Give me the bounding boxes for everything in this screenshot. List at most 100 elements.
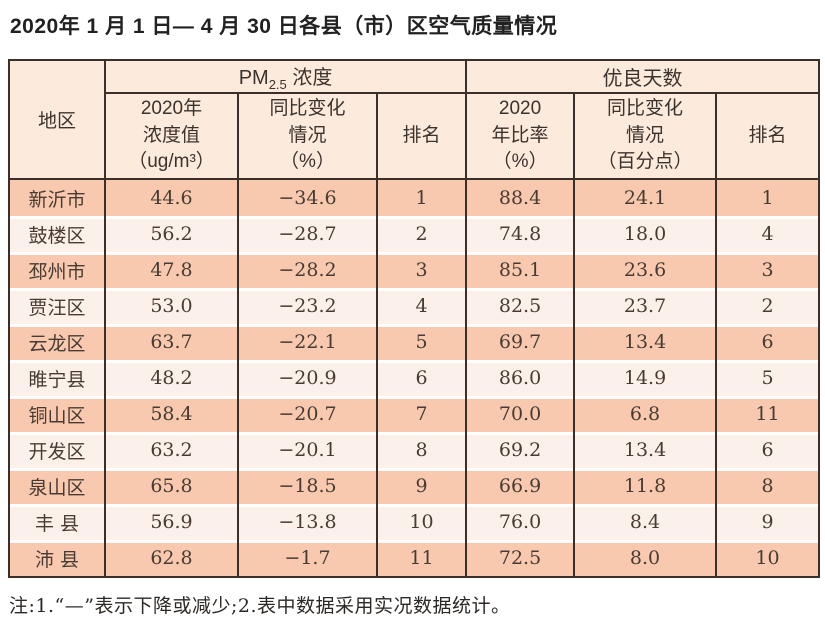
cell-good-ratio: 66.9 — [465, 468, 576, 504]
sub-header-row: 2020年 浓度值 （ug/m³） 同比变化 情况 （%） 排名 2020 年比… — [9, 92, 821, 180]
cell-pm25-change: −20.9 — [237, 360, 378, 396]
table-row: 开发区 63.2 −20.1 8 69.2 13.4 6 — [8, 432, 821, 468]
cell-pm25-rank: 3 — [375, 252, 468, 288]
cell-region: 邳州市 — [8, 252, 106, 288]
cell-region: 贾汪区 — [8, 288, 106, 324]
cell-pm25-rank: 7 — [375, 396, 468, 432]
col-group-good-days: 优良天数 — [465, 59, 821, 94]
pm25-label-suffix: 浓度 — [286, 67, 333, 89]
cell-pm25-value: 47.8 — [104, 252, 239, 288]
cell-good-ratio: 86.0 — [465, 360, 576, 396]
table-row: 新沂市 44.6 −34.6 1 88.4 24.1 1 — [8, 179, 821, 216]
pm25-label-subscript: 2.5 — [268, 77, 287, 92]
cell-region: 新沂市 — [8, 179, 106, 216]
cell-pm25-change: −28.2 — [237, 252, 378, 288]
cell-good-rank: 1 — [715, 179, 821, 216]
cell-region: 丰 县 — [8, 504, 106, 540]
cell-pm25-change: −13.8 — [237, 504, 378, 540]
cell-pm25-change: −23.2 — [237, 288, 378, 324]
cell-good-change: 18.0 — [573, 216, 718, 252]
cell-pm25-value: 58.4 — [104, 396, 239, 432]
table-row: 睢宁县 48.2 −20.9 6 86.0 14.9 5 — [8, 360, 821, 396]
footnote: 注:1.“—”表示下降或减少;2.表中数据采用实况数据统计。 — [9, 595, 511, 617]
cell-pm25-change: −1.7 — [237, 540, 378, 577]
col-header-good-ratio: 2020 年比率 （%） — [465, 92, 576, 180]
cell-pm25-rank: 10 — [375, 504, 468, 540]
air-quality-table: 地区 PM2.5 浓度 优良天数 2020年 浓度值 （ug/m³） 同比变化 … — [8, 59, 821, 578]
cell-pm25-rank: 6 — [375, 360, 468, 396]
col-header-pm25-rank: 排名 — [375, 92, 468, 180]
cell-good-rank: 9 — [715, 504, 821, 540]
cell-good-change: 24.1 — [573, 179, 718, 216]
cell-good-rank: 11 — [715, 396, 821, 432]
col-header-pm25-change: 同比变化 情况 （%） — [237, 92, 378, 180]
col-header-region: 地区 — [8, 59, 106, 180]
cell-good-rank: 3 — [715, 252, 821, 288]
cell-good-rank: 10 — [715, 540, 821, 577]
cell-good-rank: 2 — [715, 288, 821, 324]
cell-good-rank: 5 — [715, 360, 821, 396]
cell-good-change: 23.7 — [573, 288, 718, 324]
table-row: 沛 县 62.8 −1.7 11 72.5 8.0 10 — [8, 540, 821, 577]
cell-region: 开发区 — [8, 432, 106, 468]
cell-good-ratio: 70.0 — [465, 396, 576, 432]
cell-pm25-value: 62.8 — [104, 540, 239, 577]
table-header: 地区 PM2.5 浓度 优良天数 2020年 浓度值 （ug/m³） 同比变化 … — [8, 59, 821, 180]
cell-pm25-rank: 1 — [375, 179, 468, 216]
table-row: 贾汪区 53.0 −23.2 4 82.5 23.7 2 — [8, 288, 821, 324]
cell-pm25-rank: 4 — [375, 288, 468, 324]
cell-good-change: 11.8 — [573, 468, 718, 504]
col-group-pm25: PM2.5 浓度 — [103, 59, 468, 94]
cell-good-change: 8.4 — [573, 504, 718, 540]
table-row: 云龙区 63.7 −22.1 5 69.7 13.4 6 — [8, 324, 821, 360]
cell-good-ratio: 85.1 — [465, 252, 576, 288]
cell-pm25-value: 44.6 — [104, 179, 239, 216]
cell-region: 泉山区 — [8, 468, 106, 504]
cell-pm25-rank: 5 — [375, 324, 468, 360]
col-header-good-change: 同比变化 情况 （百分点） — [573, 92, 718, 180]
cell-pm25-rank: 2 — [375, 216, 468, 252]
cell-good-ratio: 69.2 — [465, 432, 576, 468]
cell-pm25-rank: 8 — [375, 432, 468, 468]
cell-good-change: 6.8 — [573, 396, 718, 432]
table-row: 鼓楼区 56.2 −28.7 2 74.8 18.0 4 — [8, 216, 821, 252]
cell-pm25-change: −18.5 — [237, 468, 378, 504]
cell-good-change: 23.6 — [573, 252, 718, 288]
cell-good-ratio: 88.4 — [465, 179, 576, 216]
group-header-row: 地区 PM2.5 浓度 优良天数 — [8, 59, 821, 180]
cell-pm25-value: 63.2 — [104, 432, 239, 468]
col-header-good-rank: 排名 — [715, 92, 821, 180]
cell-good-rank: 4 — [715, 216, 821, 252]
cell-good-rank: 6 — [715, 432, 821, 468]
cell-pm25-value: 48.2 — [104, 360, 239, 396]
cell-good-change: 13.4 — [573, 432, 718, 468]
cell-pm25-value: 53.0 — [104, 288, 239, 324]
cell-good-ratio: 74.8 — [465, 216, 576, 252]
cell-region: 云龙区 — [8, 324, 106, 360]
table-row: 邳州市 47.8 −28.2 3 85.1 23.6 3 — [8, 252, 821, 288]
cell-pm25-change: −20.1 — [237, 432, 378, 468]
cell-pm25-value: 56.9 — [104, 504, 239, 540]
col-header-pm25-value: 2020年 浓度值 （ug/m³） — [104, 92, 239, 180]
cell-region: 睢宁县 — [8, 360, 106, 396]
cell-region: 沛 县 — [8, 540, 106, 577]
table-row: 丰 县 56.9 −13.8 10 76.0 8.4 9 — [8, 504, 821, 540]
cell-pm25-change: −22.1 — [237, 324, 378, 360]
cell-pm25-value: 63.7 — [104, 324, 239, 360]
table-row: 泉山区 65.8 −18.5 9 66.9 11.8 8 — [8, 468, 821, 504]
cell-region: 鼓楼区 — [8, 216, 106, 252]
cell-good-ratio: 76.0 — [465, 504, 576, 540]
cell-good-ratio: 72.5 — [465, 540, 576, 577]
cell-good-change: 8.0 — [573, 540, 718, 577]
page-title: 2020年 1 月 1 日— 4 月 30 日各县（市）区空气质量情况 — [10, 15, 558, 38]
cell-pm25-rank: 11 — [375, 540, 468, 577]
cell-pm25-rank: 9 — [375, 468, 468, 504]
cell-pm25-value: 56.2 — [104, 216, 239, 252]
table-row: 铜山区 58.4 −20.7 7 70.0 6.8 11 — [8, 396, 821, 432]
cell-pm25-change: −20.7 — [237, 396, 378, 432]
cell-good-ratio: 82.5 — [465, 288, 576, 324]
cell-good-rank: 6 — [715, 324, 821, 360]
cell-good-change: 14.9 — [573, 360, 718, 396]
table-body: 新沂市 44.6 −34.6 1 88.4 24.1 1 鼓楼区 56.2 −2… — [8, 179, 821, 577]
